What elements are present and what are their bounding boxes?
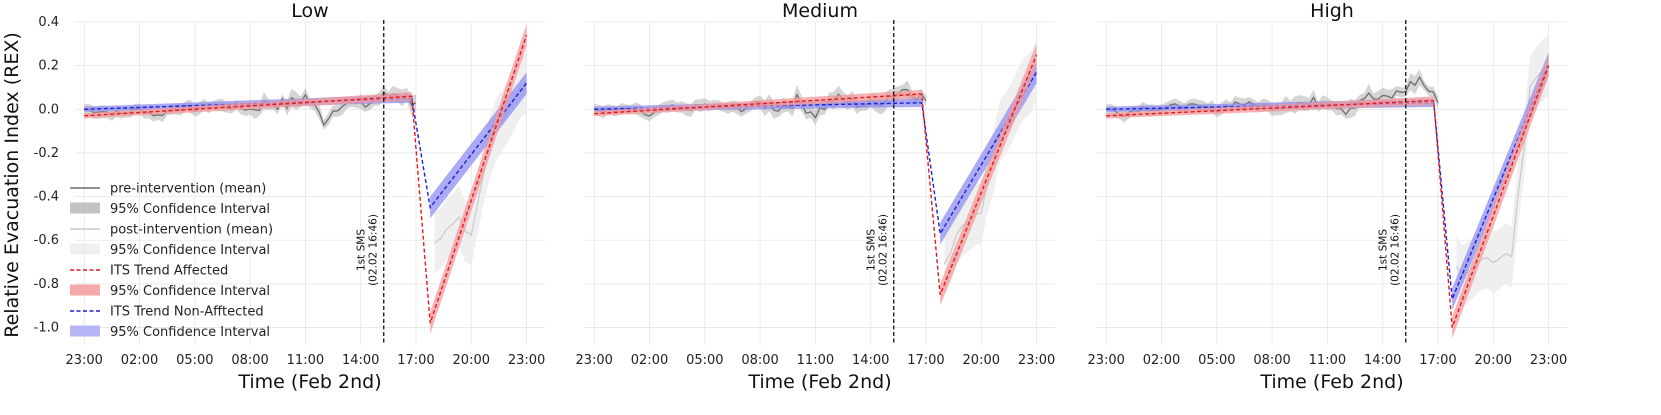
x-tick-label: 08:00 (1253, 353, 1290, 368)
affected-post-ci-band (430, 24, 527, 335)
panel-title: Medium (782, 0, 858, 22)
panel-high: 23:00 02:00 05:00 08:00 11:00 14:00 17:00 20:00… (1087, 0, 1567, 393)
affected-pre-ci-band (84, 92, 412, 119)
legend-label: ITS Trend Affected (110, 264, 228, 279)
sms-annotation-line2: (02.02 16:46) (878, 214, 890, 286)
legend-item: ITS Trend Non-Afftected (70, 305, 264, 320)
legend-swatch-band (70, 325, 100, 337)
x-tick-label: 23:00 (65, 353, 102, 368)
sms-annotation-line2: (02.02 16:46) (1390, 214, 1402, 286)
legend-item: 95% Confidence Interval (70, 202, 270, 217)
x-tick-label: 23:00 (575, 353, 612, 368)
affected-post-ci-band (1452, 54, 1549, 339)
x-tick-label: 05:00 (1198, 353, 1235, 368)
legend-label: 95% Confidence Interval (110, 284, 270, 299)
y-axis-label: Relative Evacuation Index (REX) (1, 32, 23, 338)
x-tick-label: 14:00 (342, 353, 379, 368)
x-tick-label: 20:00 (1475, 353, 1512, 368)
legend-label: 95% Confidence Interval (110, 202, 270, 217)
x-tick-label: 20:00 (963, 353, 1000, 368)
x-tick-label: 02:00 (1143, 353, 1180, 368)
x-tick-label: 08:00 (741, 353, 778, 368)
legend-label: post-intervention (mean) (110, 223, 273, 238)
x-tick-label: 11:00 (287, 353, 324, 368)
panel-medium: 23:00 02:00 05:00 08:00 11:00 14:00 17:00 20:00… (575, 0, 1055, 393)
y-tick-label: 0.4 (38, 15, 59, 30)
x-tick-label: 14:00 (1364, 353, 1401, 368)
panel-title: High (1310, 0, 1354, 22)
x-tick-label: 17:00 (1419, 353, 1456, 368)
legend-item: 95% Confidence Interval (70, 325, 270, 340)
panels: 23:00 02:00 05:00 08:00 11:00 14:00 17:00 20:00… (34, 0, 1568, 393)
sms-annotation-line1: 1st SMS (356, 229, 368, 271)
affected-pre-ci-band (594, 89, 922, 117)
x-tick-label: 11:00 (797, 353, 834, 368)
y-tick-label: -0.2 (34, 146, 59, 161)
sms-annotation-line1: 1st SMS (1378, 229, 1390, 271)
x-tick-label: 23:00 (1018, 353, 1055, 368)
x-tick-label: 11:00 (1309, 353, 1346, 368)
x-tick-label: 17:00 (397, 353, 434, 368)
legend-item: post-intervention (mean) (70, 223, 273, 238)
x-tick-label: 17:00 (907, 353, 944, 368)
x-tick-label: 02:00 (631, 353, 668, 368)
affected-trend-line (84, 34, 528, 324)
pre-ci-band (1106, 69, 1438, 123)
x-tick-label: 23:00 (508, 353, 545, 368)
y-tick-label: -0.4 (34, 190, 59, 205)
legend-swatch-band (70, 284, 100, 296)
legend-item: 95% Confidence Interval (70, 284, 270, 299)
x-tick-label: 14:00 (852, 353, 889, 368)
panel-low: 23:00 02:00 05:00 08:00 11:00 14:00 17:00 20:00… (34, 0, 546, 393)
legend-label: pre-intervention (mean) (110, 182, 266, 197)
y-tick-label: -0.6 (34, 233, 59, 248)
legend: pre-intervention (mean) 95% Confidence In… (70, 182, 273, 340)
legend-swatch-band (70, 202, 100, 214)
y-tick-label: -1.0 (34, 321, 59, 336)
affected-trend-line (1106, 65, 1550, 328)
sms-annotation-line1: 1st SMS (866, 229, 878, 271)
panel-title: Low (291, 0, 328, 22)
x-tick-label: 08:00 (231, 353, 268, 368)
x-axis-label: Time (Feb 2nd) (1259, 371, 1403, 393)
x-tick-label: 20:00 (453, 353, 490, 368)
legend-item: ITS Trend Affected (70, 264, 228, 279)
x-tick-label: 23:00 (1087, 353, 1124, 368)
x-axis-label: Time (Feb 2nd) (237, 371, 381, 393)
y-tick-label: -0.8 (34, 277, 59, 292)
legend-item: 95% Confidence Interval (70, 243, 270, 258)
affected-pre-ci-band (1106, 96, 1434, 119)
legend-swatch-band (70, 243, 100, 255)
sms-annotation-line2: (02.02 16:46) (368, 214, 380, 286)
legend-label: 95% Confidence Interval (110, 243, 270, 258)
legend-label: ITS Trend Non-Afftected (110, 305, 264, 320)
affected-trend-line (594, 54, 1038, 296)
x-tick-label: 02:00 (121, 353, 158, 368)
legend-item: pre-intervention (mean) (70, 182, 266, 197)
y-tick-label: 0.2 (38, 59, 59, 74)
y-tick-label: 0.0 (38, 102, 59, 117)
x-tick-label: 05:00 (686, 353, 723, 368)
x-tick-label: 23:00 (1530, 353, 1567, 368)
legend-label: 95% Confidence Interval (110, 325, 270, 340)
x-axis-label: Time (Feb 2nd) (747, 371, 891, 393)
x-tick-label: 05:00 (176, 353, 213, 368)
